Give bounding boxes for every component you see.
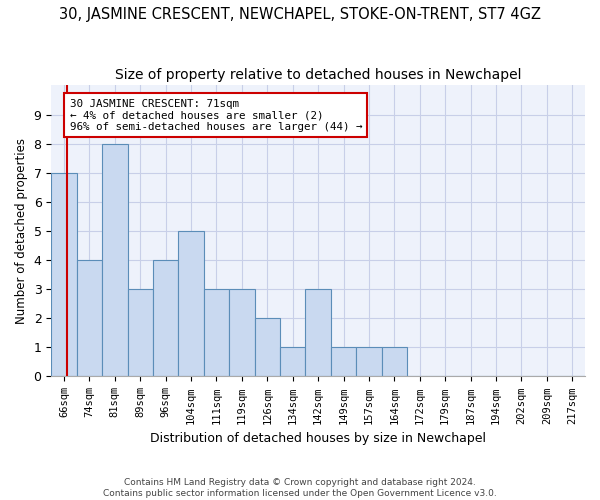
Text: 30, JASMINE CRESCENT, NEWCHAPEL, STOKE-ON-TRENT, ST7 4GZ: 30, JASMINE CRESCENT, NEWCHAPEL, STOKE-O…: [59, 8, 541, 22]
X-axis label: Distribution of detached houses by size in Newchapel: Distribution of detached houses by size …: [150, 432, 486, 445]
Text: 30 JASMINE CRESCENT: 71sqm
← 4% of detached houses are smaller (2)
96% of semi-d: 30 JASMINE CRESCENT: 71sqm ← 4% of detac…: [70, 98, 362, 132]
Bar: [331, 348, 356, 376]
Bar: [51, 172, 77, 376]
Bar: [77, 260, 102, 376]
Bar: [382, 348, 407, 376]
Bar: [254, 318, 280, 376]
Bar: [356, 348, 382, 376]
Y-axis label: Number of detached properties: Number of detached properties: [15, 138, 28, 324]
Bar: [229, 289, 254, 376]
Text: Contains HM Land Registry data © Crown copyright and database right 2024.
Contai: Contains HM Land Registry data © Crown c…: [103, 478, 497, 498]
Bar: [305, 289, 331, 376]
Bar: [128, 289, 153, 376]
Title: Size of property relative to detached houses in Newchapel: Size of property relative to detached ho…: [115, 68, 521, 82]
Bar: [204, 289, 229, 376]
Bar: [153, 260, 178, 376]
Bar: [280, 348, 305, 376]
Bar: [178, 231, 204, 376]
Bar: [102, 144, 128, 376]
